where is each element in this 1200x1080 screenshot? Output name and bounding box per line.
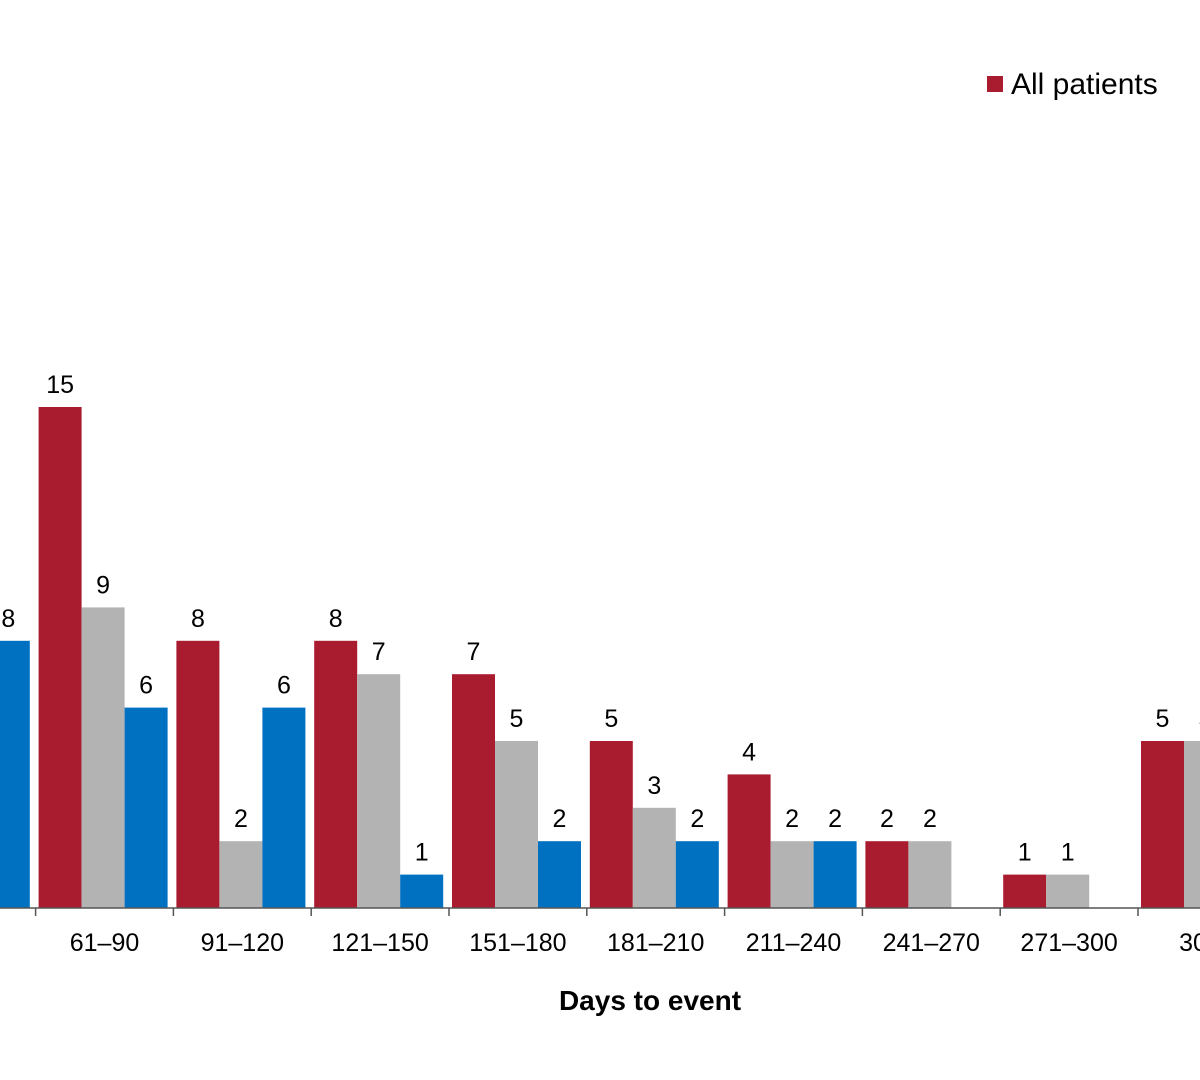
x-tick-label-3: 91–120 xyxy=(201,929,284,957)
data-label-1-3: 8 xyxy=(191,605,205,633)
data-label-2-6: 3 xyxy=(647,772,661,800)
data-label-1-6: 5 xyxy=(604,705,618,733)
x-tick-label-4: 121–150 xyxy=(331,929,428,957)
bar-2-5 xyxy=(495,741,538,908)
bar-1-5 xyxy=(452,674,495,908)
x-tick-labels-layer: 061–9091–120121–150151–180181–210211–240… xyxy=(70,929,1200,957)
bar-1-2 xyxy=(38,407,82,908)
data-label-2-9: 1 xyxy=(1061,839,1075,867)
x-tick-label-8: 241–270 xyxy=(883,929,980,957)
x-tick-label-6: 181–210 xyxy=(607,929,704,957)
data-label-1-2: 15 xyxy=(46,371,74,399)
data-label-2-5: 5 xyxy=(510,705,524,733)
bar-2-10 xyxy=(1184,741,1200,908)
legend-swatch-all-patients xyxy=(987,76,1003,92)
data-label-3-5: 2 xyxy=(553,805,567,833)
bar-1-9 xyxy=(1003,874,1047,908)
x-ticks-layer xyxy=(34,908,1139,916)
bar-2-4 xyxy=(357,674,401,908)
x-tick-label-9: 271–300 xyxy=(1020,929,1117,957)
bar-2-9 xyxy=(1046,874,1090,908)
data-label-3-6: 2 xyxy=(690,805,704,833)
data-label-1-10: 5 xyxy=(1156,705,1170,733)
bar-3-7 xyxy=(813,841,857,908)
bar-3-6 xyxy=(675,841,719,908)
bar-3-1 xyxy=(0,640,30,908)
bar-3-4 xyxy=(400,874,444,908)
bar-3-3 xyxy=(262,707,306,908)
data-label-3-7: 2 xyxy=(828,805,842,833)
data-label-1-7: 4 xyxy=(742,738,756,766)
x-tick-label-10: 301– xyxy=(1179,929,1200,957)
data-label-2-3: 2 xyxy=(234,805,248,833)
bar-2-7 xyxy=(770,841,814,908)
x-axis-title: Days to event xyxy=(559,985,741,1016)
data-label-2-10: 5 xyxy=(1199,705,1200,733)
data-label-2-2: 9 xyxy=(96,571,110,599)
bar-3-5 xyxy=(538,841,581,908)
data-label-3-2: 6 xyxy=(139,672,153,700)
data-label-2-7: 2 xyxy=(785,805,799,833)
bar-2-3 xyxy=(219,841,263,908)
data-label-1-8: 2 xyxy=(880,805,894,833)
data-label-3-1: 8 xyxy=(1,605,15,633)
x-tick-label-5: 151–180 xyxy=(469,929,566,957)
bar-3-2 xyxy=(124,707,168,908)
bars-layer xyxy=(0,407,1200,908)
bar-1-6 xyxy=(589,741,633,908)
data-label-1-5: 7 xyxy=(467,638,481,666)
data-label-2-8: 2 xyxy=(923,805,937,833)
x-tick-label-7: 211–240 xyxy=(746,929,841,957)
bar-2-8 xyxy=(908,841,952,908)
bar-2-6 xyxy=(632,807,676,908)
bar-1-3 xyxy=(176,640,220,908)
bar-2-2 xyxy=(81,607,125,908)
bar-1-4 xyxy=(314,640,358,908)
data-labels-layer: 81596826871752532422221155 xyxy=(1,371,1200,867)
legend: All patients xyxy=(987,68,1158,101)
bar-1-7 xyxy=(727,774,771,908)
data-label-2-4: 7 xyxy=(372,638,386,666)
bar-1-10 xyxy=(1141,741,1184,908)
data-label-1-4: 8 xyxy=(329,605,343,633)
data-label-1-9: 1 xyxy=(1018,839,1032,867)
data-label-3-3: 6 xyxy=(277,672,291,700)
data-label-3-4: 1 xyxy=(415,839,429,867)
legend-label-all-patients: All patients xyxy=(1011,68,1158,101)
bar-1-8 xyxy=(865,841,909,908)
x-tick-label-2: 61–90 xyxy=(70,929,140,957)
